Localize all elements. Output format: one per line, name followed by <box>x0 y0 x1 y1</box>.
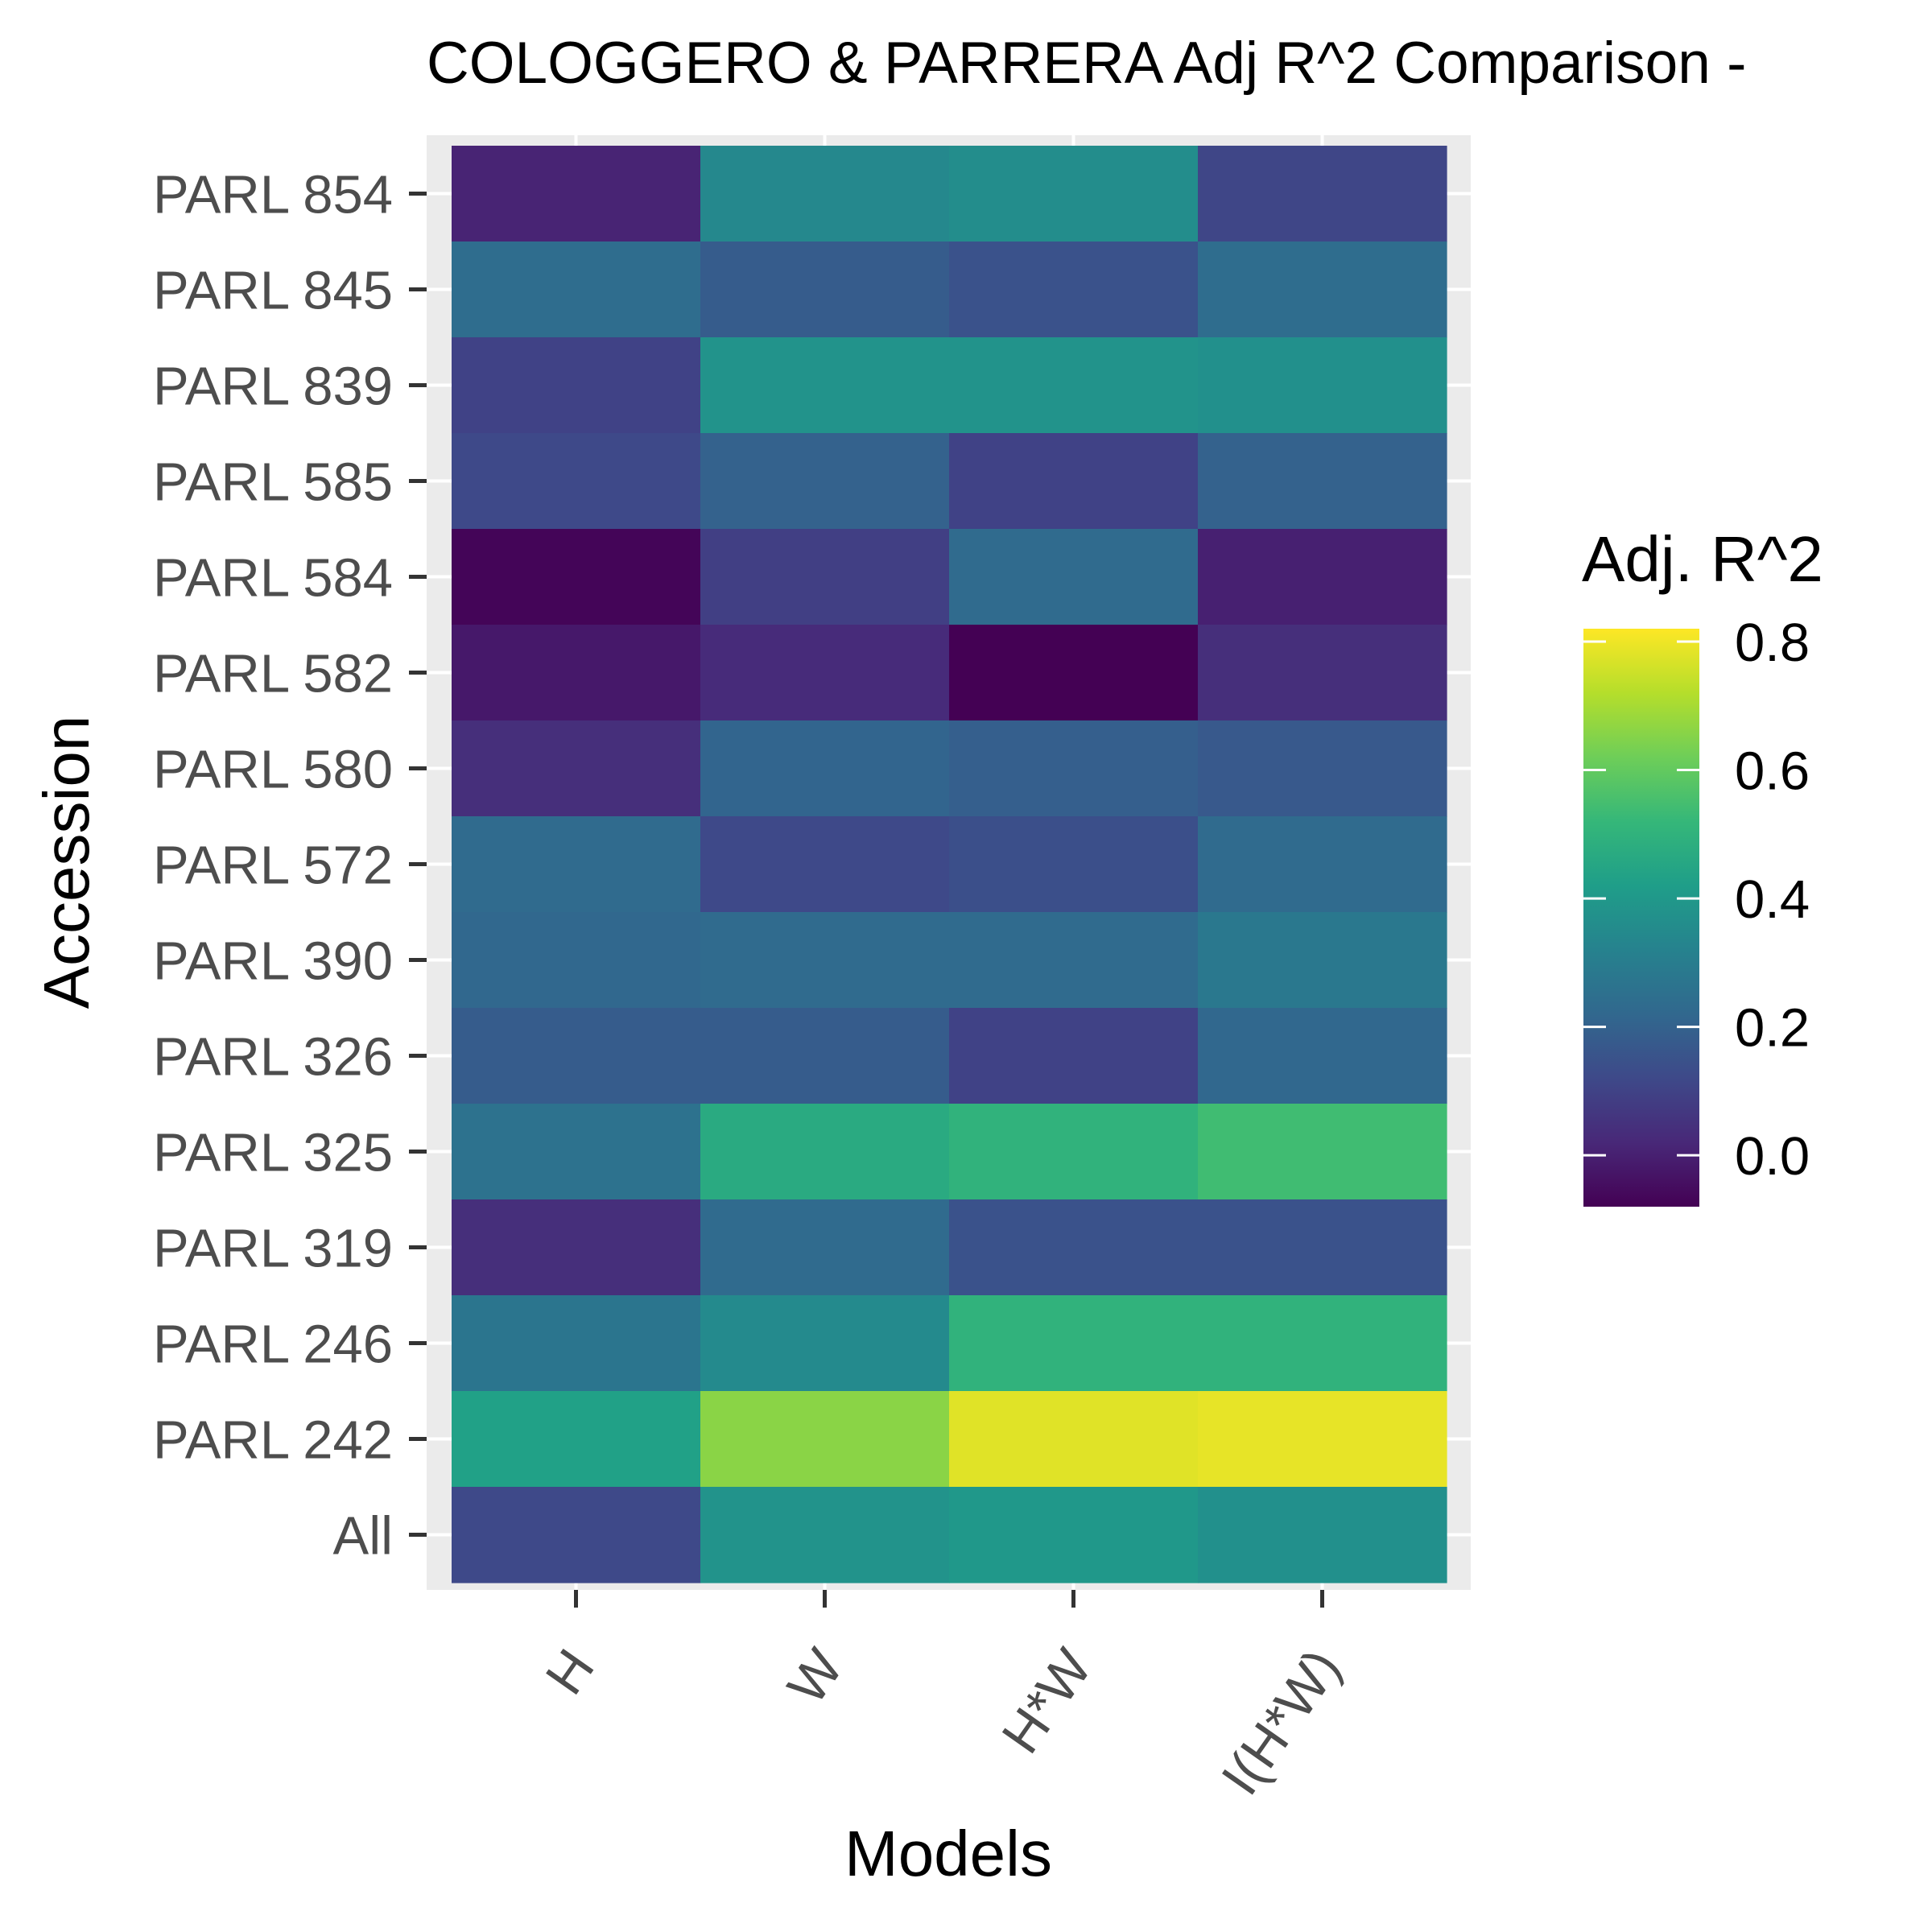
heatmap-cell <box>949 912 1199 1009</box>
heatmap-cell <box>452 816 701 913</box>
heatmap-cell <box>700 816 950 913</box>
heatmap-cell <box>1198 529 1447 625</box>
chart-title: COLOGGERO & PARRERA Adj R^2 Comparison - <box>427 31 1746 96</box>
y-tick-label: PARL 242 <box>153 1410 393 1471</box>
heatmap-cell <box>949 1104 1199 1200</box>
heatmap-cell <box>949 816 1199 913</box>
heatmap-cell <box>949 1487 1199 1583</box>
heatmap-cell <box>452 1199 701 1296</box>
colorbar-tick-label: 0.4 <box>1735 869 1810 930</box>
heatmap-cell <box>452 146 701 242</box>
heatmap-cell <box>1198 816 1447 913</box>
heatmap-cell <box>452 1295 701 1392</box>
heatmap-cell <box>1198 146 1447 242</box>
y-tick-label: PARL 325 <box>153 1123 393 1183</box>
colorbar-gradient <box>1583 629 1699 1207</box>
heatmap-cell <box>949 242 1199 338</box>
colorbar-tick-label: 0.6 <box>1735 741 1810 802</box>
heatmap-cell <box>700 912 950 1009</box>
y-tick-label: PARL 390 <box>153 931 393 992</box>
y-tick-label: PARL 582 <box>153 644 393 704</box>
y-tick-label: PARL 326 <box>153 1027 393 1088</box>
heatmap-cell <box>949 529 1199 625</box>
y-axis: PARL 854 PARL 845 PARL 839 PARL 585 PARL 584… <box>153 165 427 1567</box>
heatmap-cell <box>700 146 950 242</box>
colorbar-legend: Adj. R^2 0.0 0.2 0.4 0.6 0.8 <box>1582 523 1823 1207</box>
heatmap-cell <box>1198 242 1447 338</box>
heatmap-cell <box>700 337 950 434</box>
heatmap-cell <box>700 433 950 530</box>
heatmap-cell <box>452 1487 701 1583</box>
heatmap-cell <box>949 433 1199 530</box>
heatmap-cell <box>700 625 950 721</box>
heatmap-cell <box>700 720 950 817</box>
heatmap-cell <box>452 433 701 530</box>
heatmap-cell <box>1198 1391 1447 1488</box>
heatmap-cell <box>700 1487 950 1583</box>
heatmap-cell <box>1198 337 1447 434</box>
y-tick-label: PARL 845 <box>153 261 393 321</box>
heatmap-cell <box>1198 1295 1447 1392</box>
heatmap-cell <box>700 529 950 625</box>
heatmap-cell <box>949 337 1199 434</box>
heatmap-cell <box>700 1295 950 1392</box>
y-tick-label: PARL 854 <box>153 165 393 225</box>
heatmap-cell <box>1198 1008 1447 1104</box>
heatmap-cell <box>1198 912 1447 1009</box>
heatmap-cell <box>452 242 701 338</box>
heatmap-cell <box>452 529 701 625</box>
heatmap-cell <box>1198 720 1447 817</box>
heatmap-cell <box>700 1104 950 1200</box>
heatmap-cell <box>700 1008 950 1104</box>
heatmap-cell <box>949 625 1199 721</box>
heatmap-cell <box>949 146 1199 242</box>
y-tick-label: PARL 246 <box>153 1315 393 1375</box>
heatmap-cell <box>949 1391 1199 1488</box>
x-axis-title: Models <box>844 1818 1052 1889</box>
y-tick-label: PARL 584 <box>153 548 393 609</box>
heatmap-cell <box>1198 625 1447 721</box>
heatmap-cell <box>949 1295 1199 1392</box>
x-axis: H W H*W I(H*W) <box>535 1590 1352 1806</box>
heatmap-cell <box>452 1391 701 1488</box>
y-tick-label: PARL 585 <box>153 452 393 513</box>
heatmap-cell <box>949 720 1199 817</box>
y-tick-label: PARL 319 <box>153 1219 393 1279</box>
y-tick-label: PARL 839 <box>153 357 393 417</box>
x-tick-label: H <box>535 1639 606 1706</box>
heatmap-cell <box>452 720 701 817</box>
heatmap-cell <box>1198 1487 1447 1583</box>
heatmap-cell <box>452 337 701 434</box>
heatmap-cell <box>452 1008 701 1104</box>
heatmap-cell <box>452 625 701 721</box>
y-tick-label: PARL 580 <box>153 740 393 800</box>
colorbar-tick-label: 0.8 <box>1735 613 1810 673</box>
x-tick-label: I(H*W) <box>1210 1639 1352 1806</box>
colorbar-title: Adj. R^2 <box>1582 523 1823 595</box>
y-tick-label: PARL 572 <box>153 836 393 896</box>
y-tick-label: All <box>333 1506 393 1567</box>
heatmap-cell <box>452 1104 701 1200</box>
heatmap-cell <box>1198 433 1447 530</box>
x-tick-label: W <box>776 1638 855 1715</box>
colorbar-tick-label: 0.0 <box>1735 1126 1810 1187</box>
heatmap-cell <box>700 242 950 338</box>
colorbar-ticks: 0.0 0.2 0.4 0.6 0.8 <box>1583 613 1810 1187</box>
heatmap-cell <box>700 1391 950 1488</box>
heatmap-cell <box>1198 1199 1447 1296</box>
x-tick-label: H*W <box>990 1638 1104 1764</box>
heatmap-cell <box>949 1199 1199 1296</box>
heatmap-cell <box>949 1008 1199 1104</box>
y-axis-title: Accession <box>31 716 102 1009</box>
colorbar-tick-label: 0.2 <box>1735 998 1810 1059</box>
heatmap-cell <box>1198 1104 1447 1200</box>
heatmap-cell <box>452 912 701 1009</box>
heatmap-cell <box>700 1199 950 1296</box>
heatmap-cells <box>452 146 1447 1583</box>
